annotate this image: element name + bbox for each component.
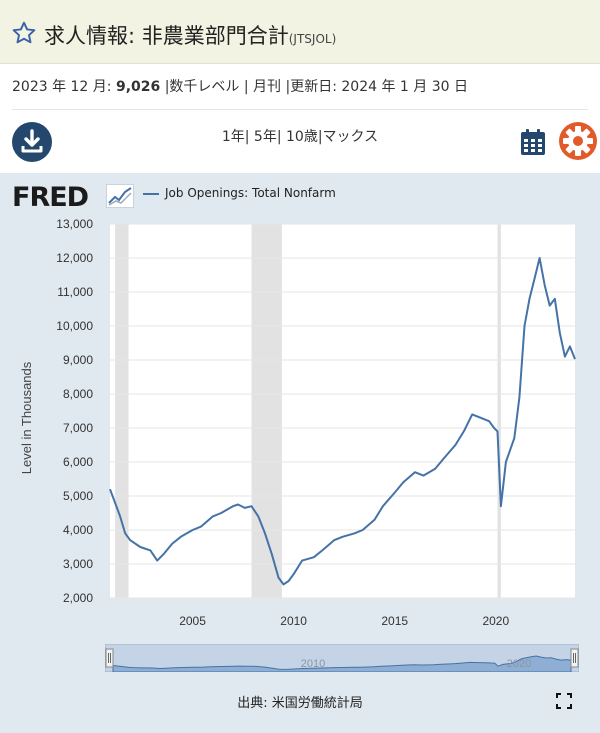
y-axis-title: Level in Thousands [19, 361, 34, 474]
series-line [109, 257, 576, 586]
recession-band [497, 224, 501, 598]
x-tick-label: 2010 [280, 614, 307, 628]
meta-details: |数千レベル | 月刊 |更新日: 2024 年 1 月 30 日 [164, 79, 468, 95]
y-tick-label: 2,000 [63, 591, 93, 605]
chart-legend: Job Openings: Total Nonfarm [143, 186, 336, 200]
fred-chart-icon [106, 184, 134, 208]
line-chart[interactable]: 2,000 3,000 4,000 5,000 6,000 7,000 8,000 9,000… [0, 173, 600, 633]
date-range-selector[interactable]: 1年| 5年| 10歳|マックス [221, 129, 379, 145]
series-code: (JTSJOL) [288, 32, 337, 46]
y-tick-label: 4,000 [63, 523, 93, 537]
download-icon [21, 129, 43, 153]
y-tick-label: 12,000 [56, 251, 93, 265]
y-tick-label: 5,000 [63, 489, 93, 503]
y-tick-label: 7,000 [63, 421, 93, 435]
calendar-icon[interactable] [520, 128, 546, 156]
y-tick-label: 8,000 [63, 387, 93, 401]
y-tick-label: 10,000 [56, 319, 93, 333]
navigator-area [112, 655, 572, 672]
download-button[interactable] [12, 122, 52, 162]
y-tick-label: 6,000 [63, 455, 93, 469]
recession-band [115, 224, 129, 598]
navigator-left-handle[interactable] [105, 648, 114, 668]
series-title: 求人情報: 非農業部門合計 [44, 24, 289, 48]
page-title: 求人情報: 非農業部門合計(JTSJOL) [44, 20, 336, 50]
page-header: 求人情報: 非農業部門合計(JTSJOL) [0, 0, 600, 64]
plot-area [110, 224, 575, 598]
navigator-label-2020: 2020 [507, 658, 531, 670]
source-credit: 出典: 米国労働統計局 [237, 696, 363, 711]
navigator-right-handle[interactable] [570, 648, 579, 668]
navigator-label-2010: 2010 [301, 658, 325, 670]
y-tick-label: 3,000 [63, 557, 93, 571]
star-icon[interactable] [11, 20, 37, 46]
divider [12, 109, 588, 110]
x-tick-label: 2015 [381, 614, 408, 628]
series-meta: 2023 年 12 月: 9,026 |数千レベル | 月刊 |更新日: 202… [12, 76, 468, 96]
legend-swatch [143, 192, 159, 195]
x-tick-label: 2020 [482, 614, 509, 628]
range-navigator[interactable]: 2010 2020 [105, 644, 579, 672]
latest-value: 9,026 [115, 79, 161, 95]
y-tick-label: 9,000 [63, 353, 93, 367]
gear-icon[interactable] [558, 121, 598, 161]
fred-logo[interactable]: FRED [12, 182, 89, 213]
y-tick-label: 11,000 [57, 285, 93, 299]
y-tick-label: 13,000 [56, 217, 93, 231]
x-tick-label: 2005 [179, 614, 206, 628]
legend-label: Job Openings: Total Nonfarm [165, 186, 336, 200]
expand-icon[interactable] [556, 693, 572, 709]
latest-period: 2023 年 12 月: [12, 79, 112, 95]
recession-band [251, 224, 282, 598]
